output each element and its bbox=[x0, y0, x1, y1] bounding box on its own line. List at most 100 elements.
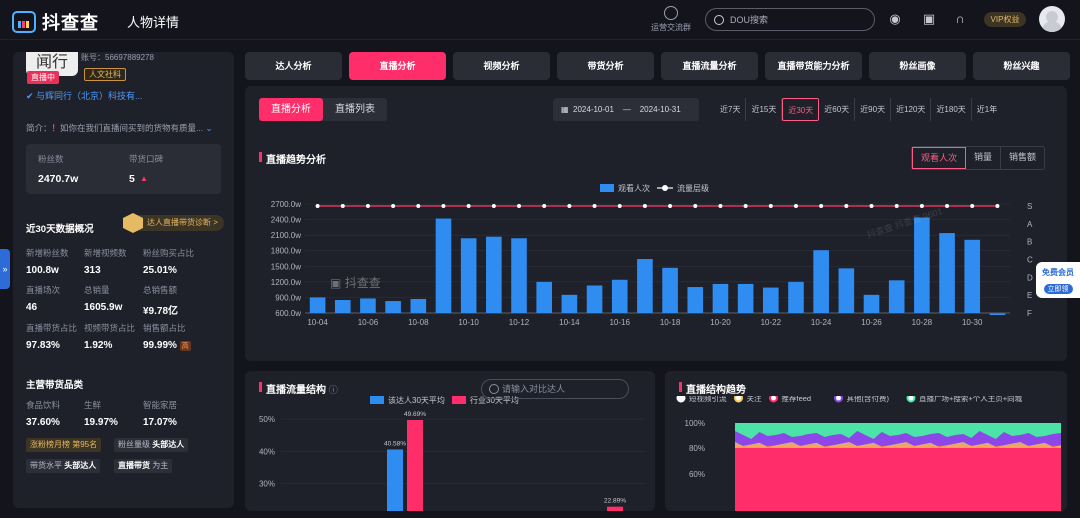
bar bbox=[939, 233, 955, 313]
tab-live-sales-capability[interactable]: 直播带货能力分析 bbox=[765, 52, 862, 80]
level-point bbox=[945, 204, 950, 208]
area-follow bbox=[735, 442, 1061, 448]
bio-label: 简介： bbox=[26, 123, 52, 133]
cell-value: 46 bbox=[26, 302, 38, 313]
compare-creator-input[interactable]: 请输入对比达人 bbox=[481, 379, 629, 399]
x-tick-label: 10-06 bbox=[358, 318, 379, 327]
level-point bbox=[819, 204, 824, 208]
y-tick-label: 600.0w bbox=[275, 309, 301, 318]
tab-creator-analysis[interactable]: 达人分析 bbox=[245, 52, 342, 80]
robot-icon[interactable]: ▣ bbox=[922, 11, 936, 26]
chat-icon bbox=[664, 6, 678, 20]
tab-live-traffic[interactable]: 直播流量分析 bbox=[661, 52, 758, 80]
range-15d[interactable]: 近15天 bbox=[746, 98, 783, 121]
overview-cell: 新增粉丝数 100.8w bbox=[26, 247, 96, 276]
traffic-chart: 该达人30天平均行业30天平均50%40%30%20%40.58%49.69%2… bbox=[259, 396, 645, 511]
range-60d[interactable]: 近60天 bbox=[819, 98, 856, 121]
metric-sales[interactable]: 销售额 bbox=[1009, 152, 1037, 162]
profile-panel: 闻行 直播中 账号：56697889278 人文社科 ✔ 与辉同行（北京）科技有… bbox=[13, 52, 234, 508]
legend-swatch-industry bbox=[452, 396, 466, 404]
legend-label: 推荐feed bbox=[782, 396, 812, 403]
community-link[interactable]: 运营交流群 bbox=[650, 6, 692, 33]
bar bbox=[762, 287, 779, 313]
range-180d[interactable]: 近180天 bbox=[931, 98, 972, 121]
subtab-live-analysis[interactable]: 直播分析 bbox=[259, 98, 323, 121]
cell-label: 生鲜 bbox=[84, 400, 102, 410]
level-point bbox=[869, 204, 874, 208]
y-tick-label: 60% bbox=[689, 470, 705, 479]
x-tick-label: 10-28 bbox=[912, 318, 933, 327]
level-point bbox=[315, 204, 320, 208]
y-right-tick-label: E bbox=[1027, 291, 1032, 300]
range-selector: 近7天 近15天 近30天 近60天 近90天 近120天 近180天 近1年 bbox=[715, 98, 1002, 121]
cell-value: 37.60% bbox=[26, 417, 60, 428]
x-tick-label: 10-04 bbox=[307, 318, 328, 327]
tag-value: 头部达人 bbox=[64, 461, 97, 470]
overview-title: 近30天数据概况 bbox=[26, 224, 94, 235]
legend-label-views: 观看人次 bbox=[618, 183, 650, 193]
date-range-picker[interactable]: ▦ 2024-10-01 — 2024-10-31 bbox=[553, 98, 699, 121]
logo[interactable]: 抖查查 bbox=[12, 9, 99, 35]
tab-video-analysis[interactable]: 视频分析 bbox=[453, 52, 550, 80]
level-point bbox=[416, 204, 421, 208]
range-1y[interactable]: 近1年 bbox=[976, 105, 998, 114]
metric-views[interactable]: 观看人次 bbox=[912, 147, 967, 169]
expand-sidebar-button[interactable]: » bbox=[0, 249, 10, 289]
cell-value: 25.01% bbox=[143, 265, 177, 276]
diagnosis-icon bbox=[123, 213, 143, 233]
data-label: 49.69% bbox=[404, 411, 426, 418]
tab-fans-interest[interactable]: 粉丝兴趣 bbox=[973, 52, 1070, 80]
user-avatar[interactable] bbox=[1039, 6, 1065, 32]
metric-volume[interactable]: 销量 bbox=[966, 147, 1002, 169]
fans-box: 粉丝数 2470.7w 带货口碑 5 ▲ bbox=[26, 144, 221, 194]
cell-label: 销售额占比 bbox=[143, 323, 186, 333]
tag-value: 头部达人 bbox=[152, 440, 185, 449]
categories-title: 主营带货品类 bbox=[26, 380, 84, 391]
bar bbox=[387, 449, 403, 511]
bar bbox=[637, 259, 653, 313]
free-vip-button[interactable]: 立即领 bbox=[1043, 284, 1073, 294]
headset-icon[interactable]: ∩ bbox=[955, 11, 965, 26]
subtab-live-list[interactable]: 直播列表 bbox=[335, 104, 375, 115]
help-icon[interactable]: ⓘ bbox=[328, 385, 338, 395]
vip-benefits-button[interactable]: VIP权益 bbox=[984, 12, 1026, 27]
y-tick-label: 2700.0w bbox=[271, 200, 301, 209]
tab-fans-portrait[interactable]: 粉丝画像 bbox=[869, 52, 966, 80]
bar bbox=[435, 218, 452, 313]
free-vip-widget[interactable]: 免费会员 立即领 bbox=[1036, 262, 1080, 298]
logo-text: 抖查查 bbox=[42, 13, 99, 33]
level-point bbox=[793, 204, 798, 208]
cell-label: 新增粉丝数 bbox=[26, 248, 69, 258]
account-id: 账号：56697889278 bbox=[81, 53, 154, 62]
eye-icon[interactable]: ◉ bbox=[889, 11, 901, 26]
y-right-tick-label: B bbox=[1027, 238, 1032, 247]
page-title: 人物详情 bbox=[127, 15, 180, 30]
live-badge[interactable]: 直播中 bbox=[27, 71, 59, 84]
y-tick-label: 100% bbox=[685, 419, 705, 428]
tab-live-analysis[interactable]: 直播分析 bbox=[349, 52, 446, 80]
rank-tag: 直播带货 为主 bbox=[114, 459, 173, 473]
range-30d[interactable]: 近30天 bbox=[782, 98, 820, 121]
level-point bbox=[340, 204, 345, 208]
bio[interactable]: 简介：！如你在我们直播间买到的货物有质量... ⌄ bbox=[26, 122, 226, 134]
overview-cell: 粉丝购买占比 25.01% bbox=[143, 247, 213, 276]
level-point bbox=[768, 204, 773, 208]
tag-label: 直播带货 bbox=[118, 461, 150, 470]
cell-label: 粉丝购买占比 bbox=[143, 248, 195, 258]
company-link[interactable]: ✔ 与辉同行（北京）科技有... bbox=[26, 89, 143, 102]
y-tick-label: 40% bbox=[259, 447, 275, 456]
rank-tag: 带货水平 头部达人 bbox=[26, 459, 101, 473]
watermark-logo: 抖查查 bbox=[344, 276, 381, 290]
range-120d[interactable]: 近120天 bbox=[891, 98, 932, 121]
search-input[interactable]: DOU搜索 bbox=[705, 8, 875, 31]
chevron-down-icon[interactable]: ⌄ bbox=[205, 123, 213, 133]
diagnosis-button[interactable]: 达人直播带货诊断 > bbox=[123, 213, 224, 233]
bar bbox=[607, 506, 623, 511]
legend-label-creator: 该达人30天平均 bbox=[388, 396, 445, 405]
range-7d[interactable]: 近7天 bbox=[715, 98, 747, 121]
tab-sales-analysis[interactable]: 带货分析 bbox=[557, 52, 654, 80]
range-90d[interactable]: 近90天 bbox=[855, 98, 892, 121]
rank-tag[interactable]: 涨粉榜月榜 第95名 bbox=[26, 438, 102, 452]
bio-mark: ！ bbox=[51, 123, 61, 133]
cell-label: 直播场次 bbox=[26, 285, 61, 295]
